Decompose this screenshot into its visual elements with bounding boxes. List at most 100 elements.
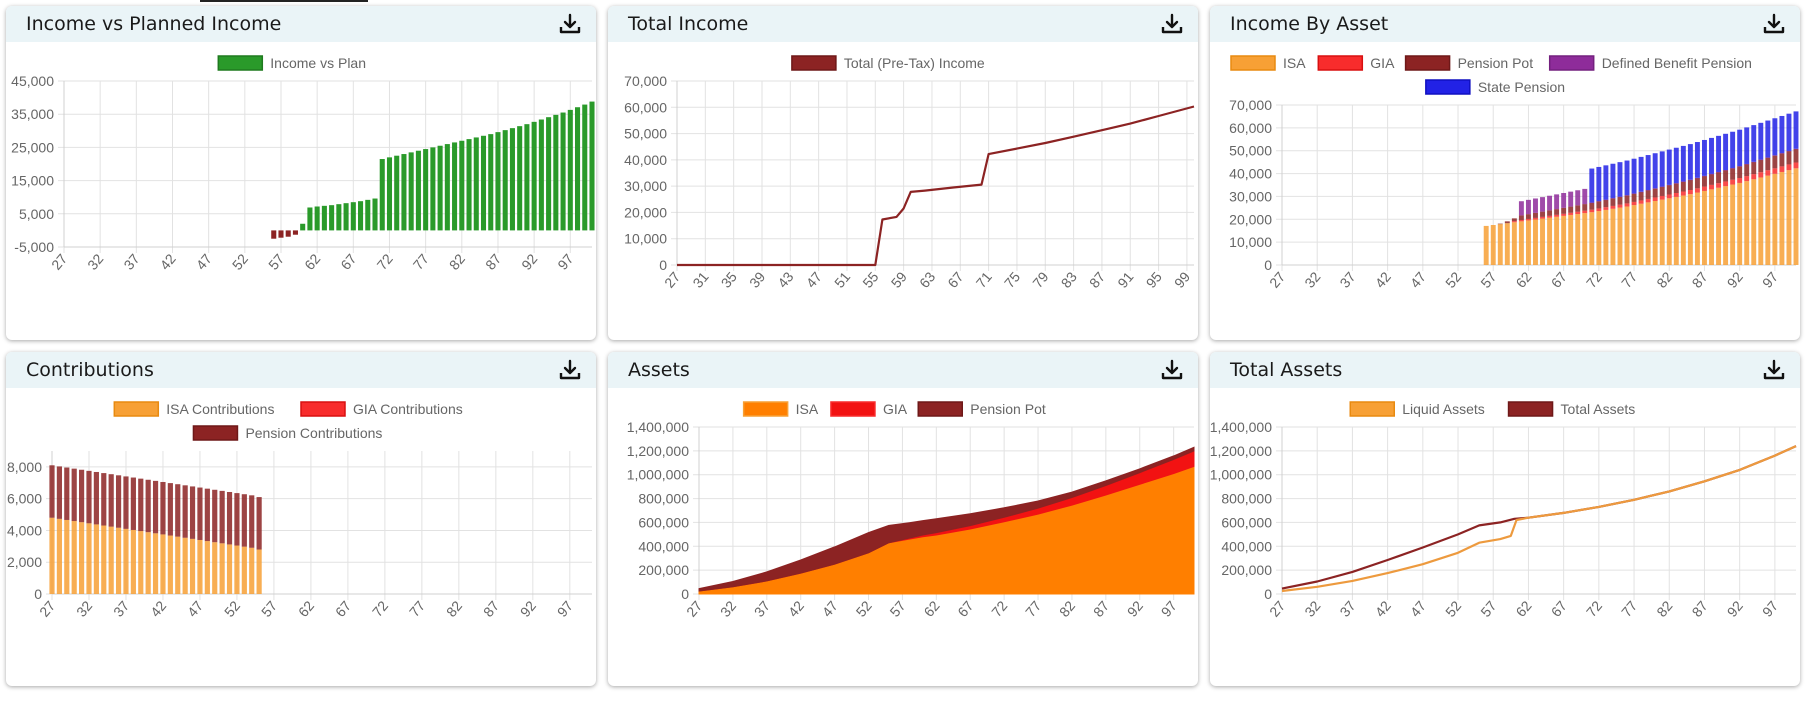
bar-segment (145, 532, 151, 594)
bar-segment (1525, 218, 1531, 221)
bar-segment (1511, 221, 1517, 223)
download-button[interactable] (558, 358, 582, 382)
bar-segment (1533, 198, 1538, 213)
bar-segment (1765, 157, 1771, 158)
bar-segment (152, 480, 159, 534)
bar-segment (1497, 223, 1503, 225)
bar-segment (204, 488, 210, 542)
bar-segment (175, 536, 181, 594)
x-tick-label: 52 (1442, 268, 1464, 290)
bar (307, 207, 313, 231)
bar-segment (182, 485, 188, 538)
bar (567, 109, 573, 231)
x-tick-label: 32 (717, 597, 739, 619)
bar-segment (1575, 205, 1581, 212)
bar-segment (1694, 177, 1700, 179)
download-button[interactable] (1160, 12, 1184, 36)
y-tick-label: 0 (1264, 257, 1272, 273)
bar-segment (93, 471, 99, 525)
bar-segment (1723, 181, 1729, 187)
bar-segment (249, 547, 255, 594)
bar-segment (1652, 188, 1658, 198)
bar-segment (1568, 191, 1574, 207)
x-tick-label: 37 (110, 597, 132, 619)
bar-segment (1673, 193, 1679, 197)
download-icon (1161, 13, 1183, 34)
legend-label: Defined Benefit Pension (1602, 55, 1752, 71)
x-tick-label: 87 (1086, 268, 1108, 290)
bar-segment (1786, 150, 1792, 152)
bar (423, 149, 429, 231)
bar-segment (1779, 153, 1785, 154)
bar-segment (1680, 181, 1686, 192)
card-header: Total Income (608, 6, 1198, 42)
bar-segment (1596, 208, 1602, 212)
y-tick-label: 4,000 (7, 522, 42, 538)
bar-segment (1596, 166, 1602, 202)
bar-segment (1582, 213, 1588, 265)
download-button[interactable] (1762, 12, 1786, 36)
bar-segment (1694, 142, 1700, 178)
bar (329, 205, 335, 231)
bar-segment (1610, 198, 1616, 199)
bar-segment (204, 541, 210, 594)
card-title: Contributions (26, 359, 154, 381)
download-button[interactable] (1160, 358, 1184, 382)
x-tick-label: 62 (1512, 597, 1534, 619)
bar-segment (1744, 164, 1750, 177)
bar-segment (101, 473, 107, 526)
bar-segment (1779, 115, 1785, 154)
y-tick-label: 15,000 (11, 173, 54, 189)
y-tick-label: 6,000 (7, 491, 42, 507)
y-tick-label: 10,000 (624, 231, 667, 247)
bar-segment (1723, 133, 1729, 171)
x-tick-label: 55 (859, 268, 881, 290)
y-tick-label: 600,000 (638, 514, 689, 530)
x-tick-label: 77 (1618, 597, 1640, 619)
bar-segment (1631, 193, 1637, 194)
x-tick-label: 62 (295, 597, 317, 619)
x-tick-label: 82 (1056, 597, 1078, 619)
x-tick-label: 72 (369, 597, 391, 619)
bar-segment (1751, 125, 1757, 162)
legend-label: Pension Pot (1458, 55, 1534, 71)
bar-segment (79, 469, 85, 523)
bar-segment (1589, 202, 1595, 210)
card-total-income: Total Income 0 10,000 20,000 30,000 40,000 50… (608, 6, 1198, 340)
bar-segment (1659, 199, 1665, 265)
bar-segment (1730, 168, 1736, 169)
bar-segment (1603, 209, 1609, 265)
x-tick-label: 42 (785, 597, 807, 619)
bar-segment (256, 497, 262, 550)
bar-segment (115, 527, 122, 594)
legend-swatch (830, 401, 876, 417)
bar-segment (1772, 155, 1778, 169)
chart-assets: 0 200,000 400,000 600,000 800,000 1,000,000 1,… (627, 401, 1195, 620)
bar-segment (1659, 186, 1665, 196)
bar-segment (1779, 171, 1785, 265)
x-tick-label: 32 (1301, 268, 1323, 290)
x-tick-label: 77 (1022, 597, 1044, 619)
bar-segment (1673, 147, 1679, 184)
bar (379, 159, 385, 231)
y-tick-label: 60,000 (1229, 120, 1272, 136)
y-tick-label: 1,000,000 (1210, 467, 1272, 483)
y-tick-label: 0 (1264, 586, 1272, 602)
download-button[interactable] (558, 12, 582, 36)
bar-segment (1758, 159, 1764, 161)
x-tick-label: 77 (1618, 268, 1640, 290)
y-tick-label: 0 (681, 586, 689, 602)
bar-segment (130, 477, 136, 530)
x-tick-label: 92 (1124, 597, 1146, 619)
bar (575, 107, 581, 231)
legend-label: ISA (1283, 55, 1306, 71)
x-tick-label: 63 (916, 268, 938, 290)
y-tick-label: 25,000 (11, 139, 54, 155)
bar-segment (1765, 170, 1771, 176)
x-tick-label: 47 (184, 597, 206, 619)
bar-segment (1772, 118, 1778, 156)
download-button[interactable] (1762, 358, 1786, 382)
bar-segment (108, 526, 114, 594)
bar-segment (1793, 149, 1799, 163)
x-tick-label: 79 (1029, 268, 1051, 290)
